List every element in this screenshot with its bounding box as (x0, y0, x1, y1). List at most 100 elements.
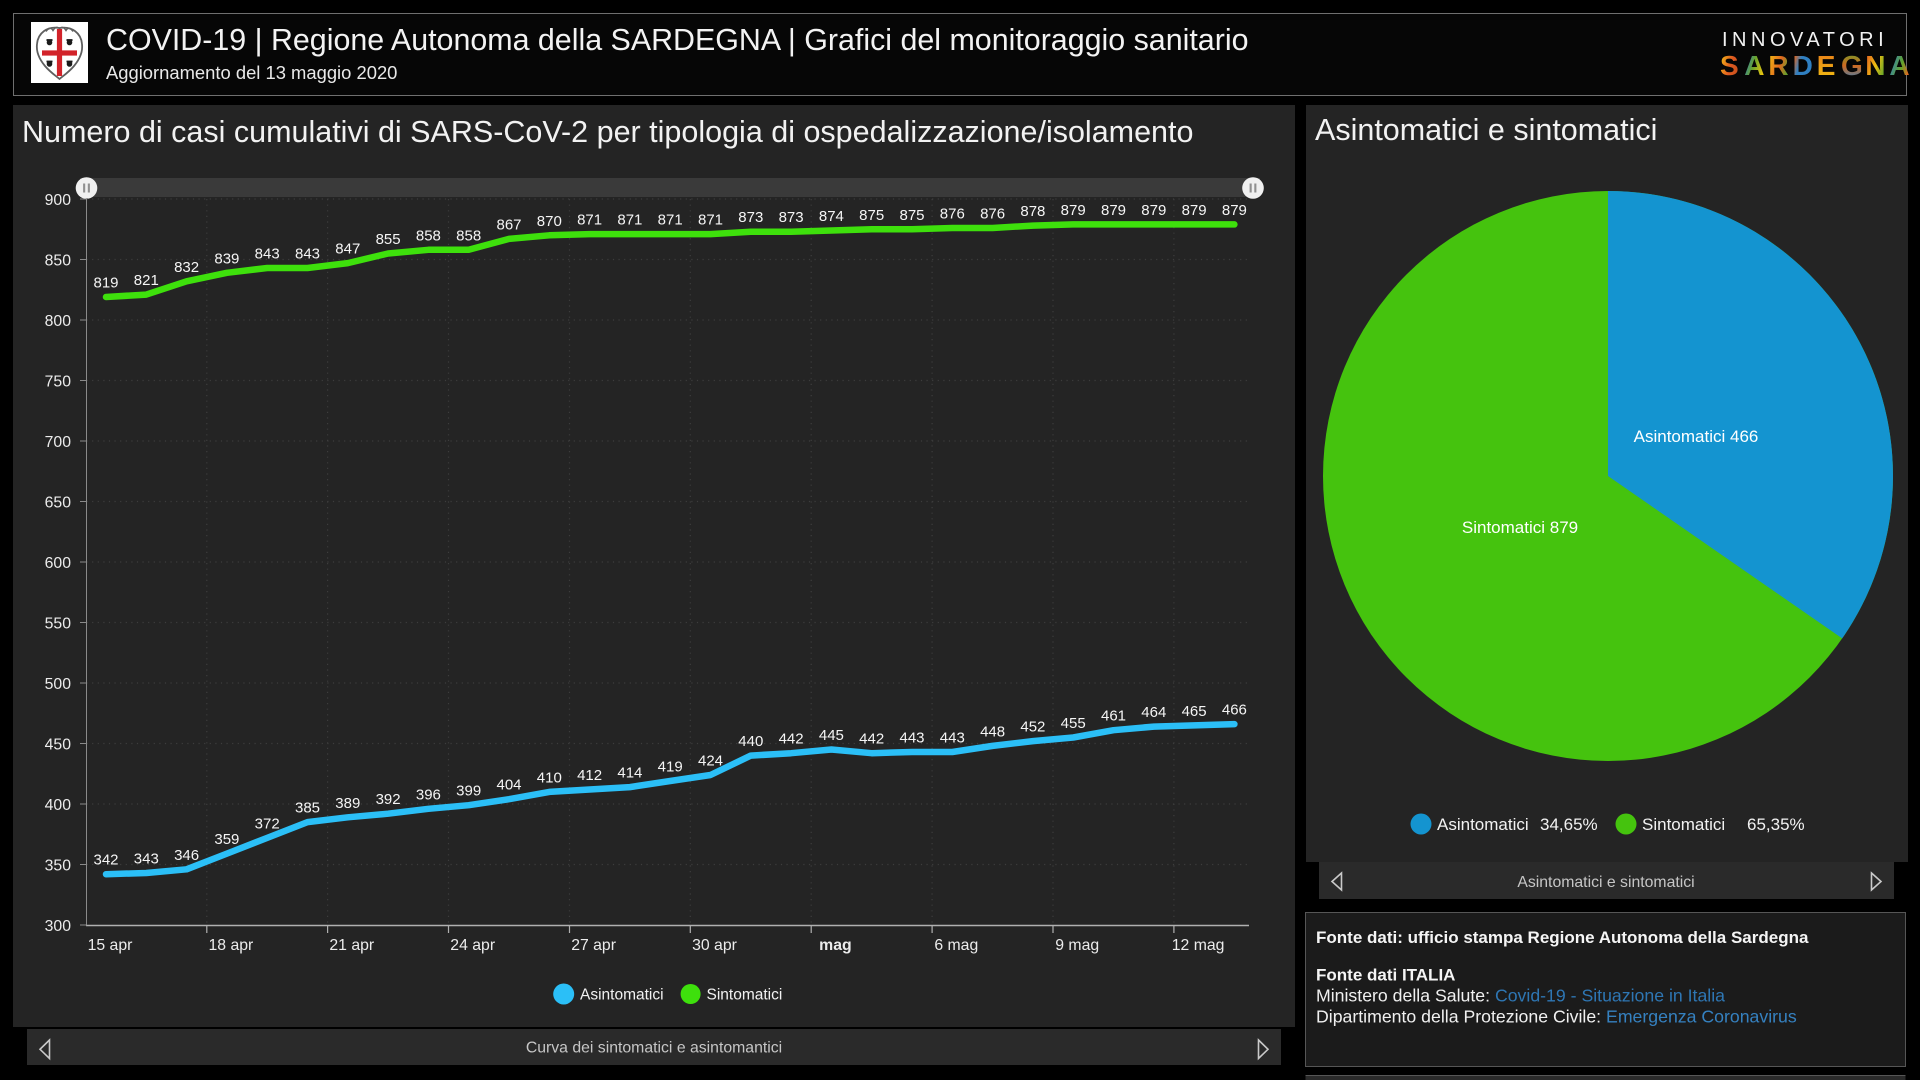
svg-text:12 mag: 12 mag (1172, 937, 1225, 954)
svg-text:700: 700 (45, 434, 72, 451)
svg-text:372: 372 (255, 815, 280, 832)
svg-text:INNOVATORI: INNOVATORI (1722, 29, 1888, 51)
svg-text:Fonte dati: ufficio stampa Reg: Fonte dati: ufficio stampa Regione Auton… (1316, 928, 1809, 947)
svg-text:412: 412 (577, 767, 602, 784)
svg-text:900: 900 (45, 192, 72, 209)
svg-text:466: 466 (1222, 702, 1247, 719)
svg-text:Asintomatici: Asintomatici (580, 987, 664, 1004)
svg-text:Sintomatici 879: Sintomatici 879 (1462, 518, 1578, 537)
svg-text:873: 873 (779, 209, 804, 226)
svg-text:839: 839 (214, 250, 239, 267)
svg-text:414: 414 (617, 765, 642, 782)
svg-text:350: 350 (45, 857, 72, 874)
svg-text:343: 343 (134, 851, 159, 868)
svg-text:9 mag: 9 mag (1055, 937, 1099, 954)
svg-text:Asintomatici: Asintomatici (1437, 815, 1529, 834)
svg-text:832: 832 (174, 259, 199, 276)
svg-text:15 apr: 15 apr (88, 937, 133, 954)
svg-text:404: 404 (496, 777, 521, 794)
svg-text:30 apr: 30 apr (692, 937, 737, 954)
svg-text:843: 843 (255, 246, 280, 263)
svg-text:871: 871 (698, 212, 723, 229)
svg-text:879: 879 (1141, 202, 1166, 219)
svg-text:871: 871 (617, 212, 642, 229)
svg-text:878: 878 (1020, 203, 1045, 220)
svg-text:392: 392 (376, 791, 401, 808)
svg-text:867: 867 (496, 216, 521, 233)
svg-text:452: 452 (1020, 719, 1045, 736)
svg-text:443: 443 (940, 730, 965, 747)
svg-text:S: S (1720, 50, 1739, 81)
svg-text:400: 400 (45, 797, 72, 814)
svg-text:Ministero della Salute: Covid-: Ministero della Salute: Covid-19 - Situa… (1316, 986, 1725, 1006)
svg-text:A: A (1889, 50, 1909, 81)
svg-text:874: 874 (819, 208, 844, 225)
svg-text:500: 500 (45, 676, 72, 693)
svg-text:871: 871 (577, 212, 602, 229)
svg-text:800: 800 (45, 313, 72, 330)
svg-text:879: 879 (1101, 202, 1126, 219)
svg-text:445: 445 (819, 727, 844, 744)
svg-text:464: 464 (1141, 704, 1166, 721)
svg-text:Aggiornamento del 13 maggio 20: Aggiornamento del 13 maggio 2020 (106, 62, 397, 83)
svg-text:876: 876 (940, 206, 965, 223)
svg-text:Dipartimento della Protezione: Dipartimento della Protezione Civile: Em… (1316, 1007, 1797, 1027)
svg-text:875: 875 (899, 207, 924, 224)
svg-text:385: 385 (295, 800, 320, 817)
svg-text:Asintomatici 466: Asintomatici 466 (1634, 427, 1759, 446)
svg-text:342: 342 (93, 852, 118, 869)
svg-text:65,35%: 65,35% (1747, 815, 1805, 834)
svg-text:Curva dei sintomatici e asinto: Curva dei sintomatici e asintomantici (526, 1040, 782, 1057)
svg-text:34,65%: 34,65% (1540, 815, 1598, 834)
svg-text:D: D (1793, 50, 1813, 81)
svg-text:875: 875 (859, 207, 884, 224)
svg-text:Numero di casi cumulativi di S: Numero di casi cumulativi di SARS-CoV-2 … (22, 115, 1193, 149)
svg-text:858: 858 (416, 227, 441, 244)
svg-text:855: 855 (376, 231, 401, 248)
svg-text:6 mag: 6 mag (934, 937, 978, 954)
svg-text:COVID-19 | Regione Autonoma de: COVID-19 | Regione Autonoma della SARDEG… (106, 23, 1248, 57)
svg-text:399: 399 (456, 783, 481, 800)
svg-text:mag: mag (819, 937, 851, 954)
svg-text:858: 858 (456, 227, 481, 244)
svg-text:Fonte dati ITALIA: Fonte dati ITALIA (1316, 966, 1455, 985)
svg-text:E: E (1817, 50, 1836, 81)
svg-text:Sintomatici: Sintomatici (1642, 815, 1725, 834)
svg-text:879: 879 (1182, 202, 1207, 219)
svg-text:410: 410 (537, 769, 562, 786)
svg-text:G: G (1841, 50, 1863, 81)
svg-text:650: 650 (45, 494, 72, 511)
svg-text:819: 819 (93, 275, 118, 292)
svg-text:821: 821 (134, 272, 159, 289)
svg-text:424: 424 (698, 753, 723, 770)
svg-text:18 apr: 18 apr (209, 937, 254, 954)
svg-text:871: 871 (658, 212, 683, 229)
svg-text:550: 550 (45, 615, 72, 632)
svg-text:396: 396 (416, 786, 441, 803)
svg-text:442: 442 (859, 731, 884, 748)
svg-text:600: 600 (45, 555, 72, 572)
svg-text:879: 879 (1061, 202, 1086, 219)
svg-text:750: 750 (45, 373, 72, 390)
svg-text:448: 448 (980, 723, 1005, 740)
svg-text:A: A (1744, 50, 1764, 81)
svg-text:346: 346 (174, 847, 199, 864)
svg-text:Asintomatici e sintomatici: Asintomatici e sintomatici (1517, 874, 1694, 891)
svg-text:N: N (1865, 50, 1885, 81)
svg-text:461: 461 (1101, 708, 1126, 725)
svg-text:847: 847 (335, 241, 360, 258)
svg-text:300: 300 (45, 918, 72, 935)
svg-text:879: 879 (1222, 202, 1247, 219)
svg-text:389: 389 (335, 795, 360, 812)
svg-text:873: 873 (738, 209, 763, 226)
svg-text:443: 443 (899, 730, 924, 747)
svg-text:850: 850 (45, 252, 72, 269)
svg-text:419: 419 (658, 759, 683, 776)
svg-text:359: 359 (214, 831, 239, 848)
svg-text:21 apr: 21 apr (329, 937, 374, 954)
svg-text:843: 843 (295, 246, 320, 263)
svg-text:Asintomatici e sintomatici: Asintomatici e sintomatici (1315, 113, 1657, 147)
svg-text:876: 876 (980, 206, 1005, 223)
svg-text:870: 870 (537, 213, 562, 230)
svg-text:R: R (1768, 50, 1788, 81)
